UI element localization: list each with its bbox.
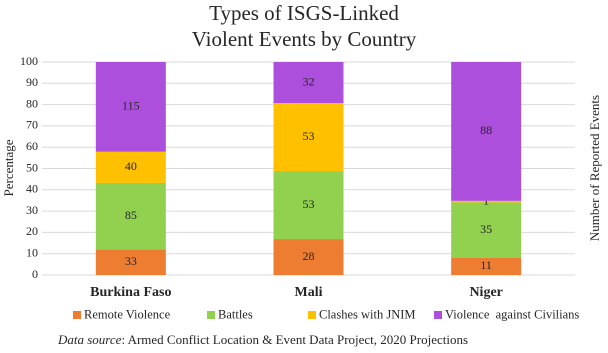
bar-segment [95,151,166,183]
chart-title: Types of ISGS-Linked [209,1,399,25]
value-label: 88 [480,123,492,137]
legend-swatch [207,311,215,319]
bar-segment [95,249,166,275]
bar-segment [451,62,522,201]
value-label: 33 [125,254,137,268]
source: Data source: Armed Conflict Location & E… [57,332,468,347]
bar-segment [273,171,344,240]
value-label: 53 [303,129,315,143]
y2-axis-label: Number of Reported Events [587,95,602,241]
legend-label: Violence against Civilians [445,307,579,321]
legend-swatch [308,311,316,319]
legend-swatch [434,311,442,319]
value-label: 35 [480,222,492,236]
bar-segment [95,62,166,152]
bar-segment [95,182,166,250]
bar-segment [273,103,344,172]
source-label: Data source [57,332,122,347]
bar-segment [451,202,522,258]
bar-segment [273,239,344,275]
legend-label: Remote Violence [84,307,171,321]
y-tick-label: 90 [26,75,38,89]
y-tick-label: 50 [26,160,38,174]
y-tick-label: 80 [26,96,38,110]
source-text: : Armed Conflict Location & Event Data P… [121,332,468,347]
bar-segment [273,62,344,104]
value-label: 28 [303,249,315,263]
value-label: 32 [303,74,315,88]
legend-label: Clashes with JNIM [319,307,416,321]
value-label: 53 [303,197,315,211]
value-label: 11 [480,258,492,272]
bar-segment [451,257,522,275]
y-tick-label: 70 [26,118,38,132]
y-tick-label: 10 [26,245,38,259]
x-tick-label: Burkina Faso [90,285,171,300]
value-label: 85 [125,208,137,222]
x-tick-label: Mali [295,285,323,300]
x-tick-label: Niger [469,285,502,300]
chart-title: Violent Events by Country [192,27,417,51]
value-label: 40 [125,159,137,173]
y-tick-label: 0 [32,267,38,281]
y-tick-label: 60 [26,139,38,153]
y-tick-label: 30 [26,203,38,217]
y-tick-label: 40 [26,182,38,196]
legend-label: Battles [218,307,253,321]
bar-segment [451,200,522,203]
y-tick-label: 100 [20,54,38,68]
value-label: 115 [122,99,140,113]
y-tick-label: 20 [26,224,38,238]
y-axis-label: Percentage [1,139,16,196]
legend-swatch [73,311,81,319]
